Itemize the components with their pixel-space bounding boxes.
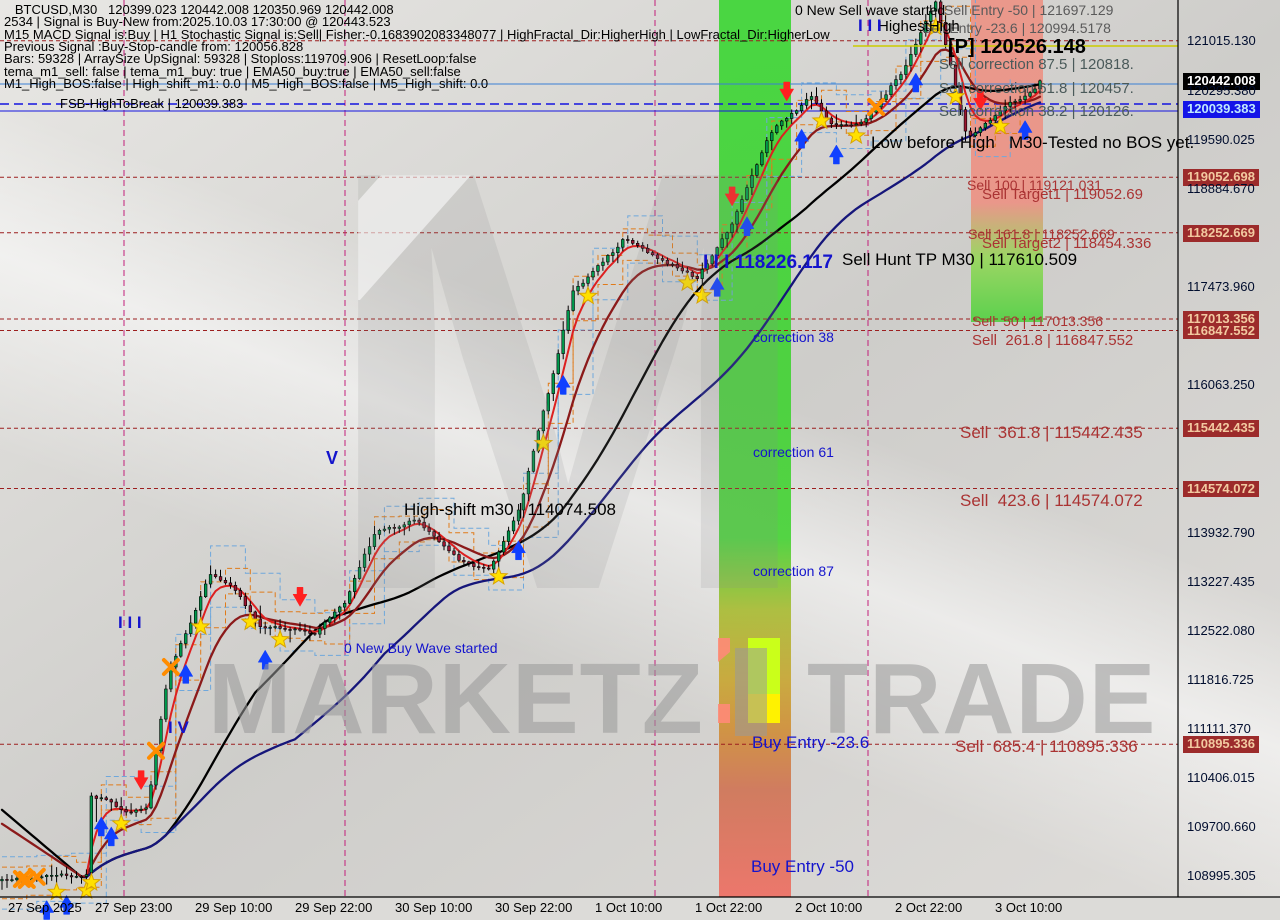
svg-text:M: M bbox=[318, 46, 818, 716]
svg-text:MARKETZ: MARKETZ bbox=[208, 643, 704, 755]
